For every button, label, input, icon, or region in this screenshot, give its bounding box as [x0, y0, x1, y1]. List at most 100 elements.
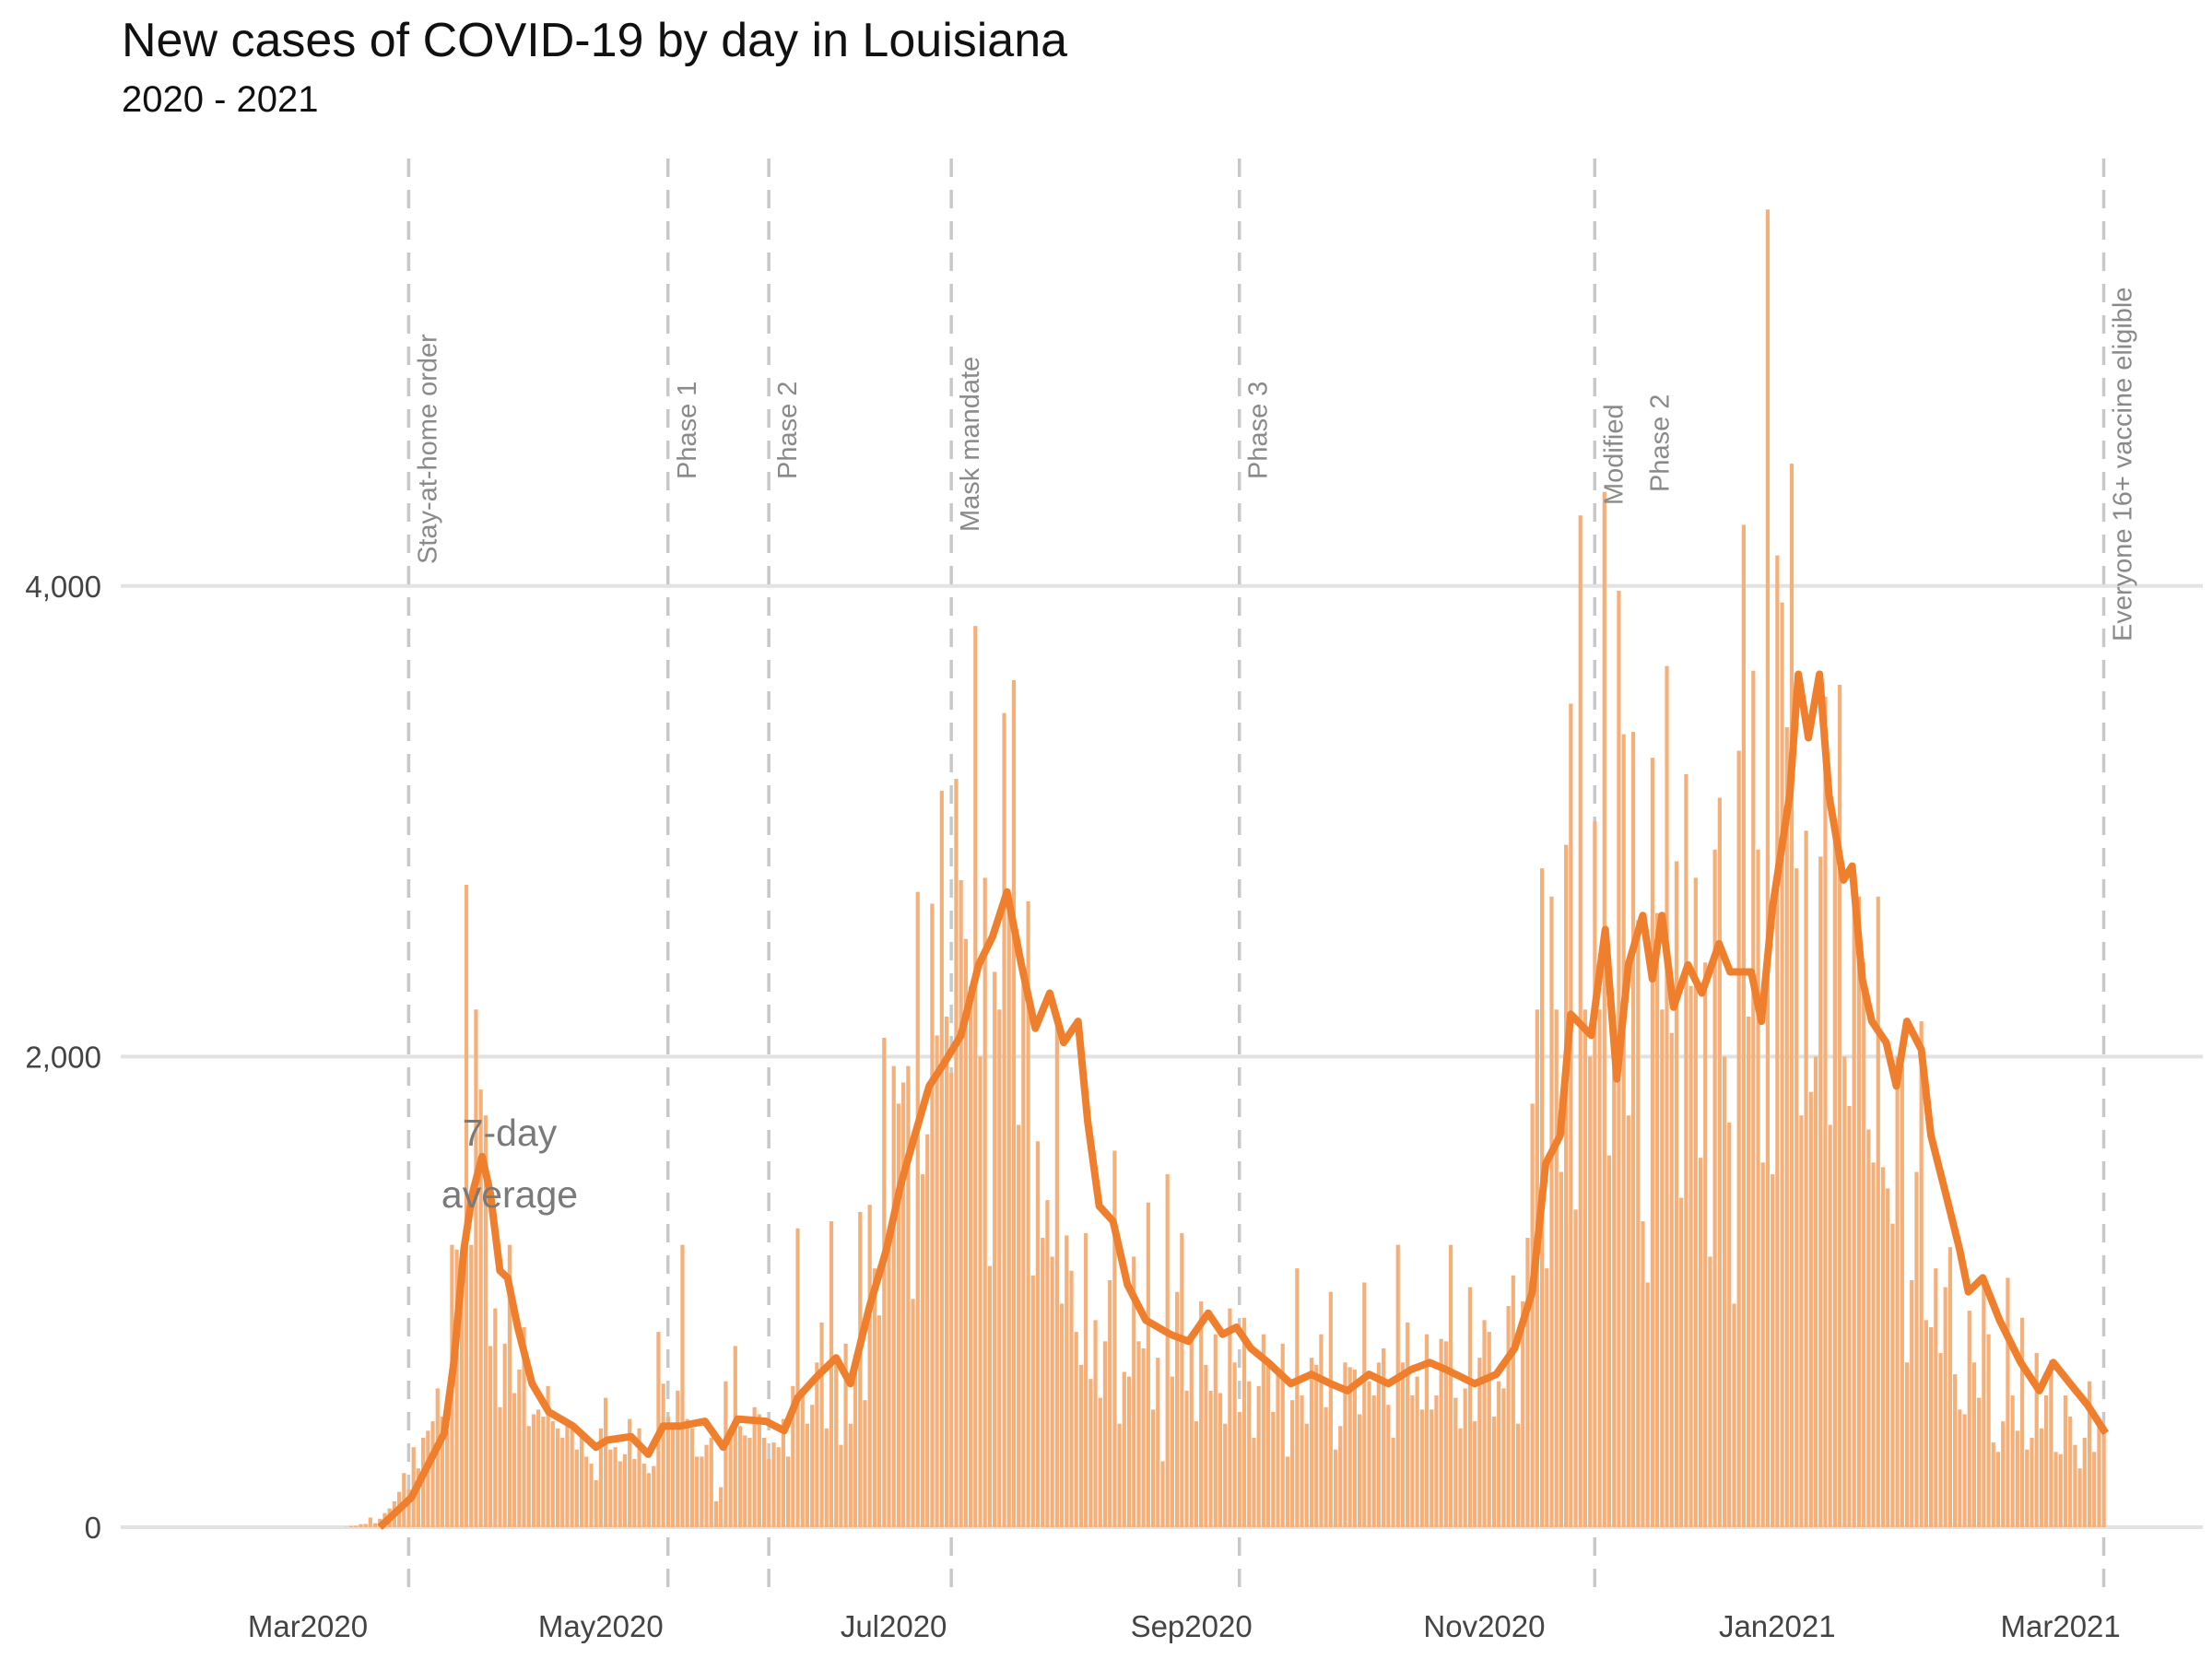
daily-case-bar [1525, 1237, 1530, 1527]
daily-case-bar [704, 1444, 709, 1527]
daily-case-bar [1017, 1124, 1021, 1527]
daily-case-bar [968, 985, 973, 1527]
daily-case-bar [839, 1444, 843, 1527]
daily-case-bar [1818, 856, 1823, 1527]
daily-case-bar [1247, 1381, 1252, 1527]
daily-case-bar [1760, 1162, 1765, 1527]
daily-case-bar [502, 1343, 507, 1527]
daily-case-bar [935, 1035, 939, 1527]
daily-case-bar [959, 879, 963, 1527]
daily-case-bar [1717, 797, 1722, 1527]
daily-case-bar [767, 1458, 771, 1527]
daily-case-bar [1074, 1332, 1078, 1527]
daily-case-bar [954, 779, 959, 1527]
daily-case-bar [1876, 896, 1880, 1527]
daily-case-bar [1727, 1122, 1732, 1527]
daily-case-bar [622, 1453, 628, 1527]
daily-case-bar [1347, 1367, 1352, 1527]
daily-case-bar [1371, 1395, 1376, 1527]
daily-case-bar [372, 1523, 378, 1527]
daily-case-bar [1328, 1291, 1333, 1527]
daily-case-bar [522, 1326, 526, 1527]
daily-case-bar [426, 1430, 430, 1527]
daily-case-bar [1122, 1371, 1126, 1527]
daily-case-bar [1698, 1158, 1703, 1527]
daily-case-bar [363, 1524, 368, 1527]
daily-case-bar [1443, 1341, 1448, 1527]
daily-case-bar [1189, 1336, 1194, 1527]
daily-case-bar [1645, 1282, 1650, 1527]
daily-case-bar [1030, 1275, 1035, 1527]
daily-case-bar [997, 1009, 1002, 1527]
daily-case-bar [1473, 1421, 1477, 1527]
x-tick-label: Sep2020 [1131, 1609, 1253, 1643]
daily-case-bar [1415, 1376, 1419, 1527]
daily-case-bar [1343, 1362, 1347, 1527]
daily-case-bar [1837, 685, 1842, 1527]
daily-case-bar [1410, 1395, 1415, 1527]
daily-case-bar [843, 1343, 848, 1527]
daily-case-bar [1813, 1056, 1818, 1527]
daily-case-bar [1241, 1317, 1247, 1527]
daily-case-bar [1703, 962, 1708, 1527]
daily-case-bar [1458, 1428, 1463, 1527]
daily-case-bar [1237, 1411, 1241, 1527]
daily-case-bar [1712, 849, 1717, 1527]
daily-case-bar [1977, 1397, 1982, 1527]
daily-case-bar [2082, 1437, 2087, 1527]
daily-case-bar [1295, 1268, 1300, 1527]
daily-case-bar [594, 1479, 598, 1527]
daily-case-bar [416, 1468, 421, 1527]
daily-case-bar [1093, 1320, 1098, 1527]
daily-case-bar [1895, 1056, 1900, 1527]
daily-case-bar [915, 891, 920, 1527]
daily-case-bar [2068, 1417, 2073, 1527]
x-tick-label: Nov2020 [1423, 1609, 1545, 1643]
daily-case-bar [1660, 1009, 1665, 1527]
daily-case-bar [1808, 1091, 1813, 1527]
daily-case-bar [2010, 1395, 2015, 1527]
daily-case-bar [1448, 1244, 1453, 1527]
daily-case-bar [1928, 1326, 1934, 1527]
daily-case-bar [1904, 1362, 1910, 1527]
daily-case-bar [1184, 1390, 1189, 1527]
daily-case-bar [1300, 1395, 1304, 1527]
daily-case-bar [1982, 1279, 1986, 1527]
daily-case-bar [853, 1362, 858, 1527]
daily-case-bar [800, 1395, 805, 1527]
daily-case-bar [1736, 750, 1741, 1527]
daily-case-bar [354, 1525, 359, 1527]
daily-case-bar [978, 1056, 982, 1527]
daily-case-bar [604, 1397, 608, 1527]
daily-case-bar [1799, 1115, 1804, 1527]
daily-case-bar [719, 1487, 724, 1527]
daily-case-bar [1665, 665, 1669, 1527]
daily-case-bar [1708, 1256, 1712, 1527]
daily-case-bar [1194, 1421, 1199, 1527]
daily-case-bar [1419, 1409, 1424, 1527]
daily-case-bar [1482, 1320, 1487, 1527]
daily-case-bar [1424, 1334, 1430, 1527]
daily-case-bar [1958, 1409, 1962, 1527]
daily-case-bar [1150, 1409, 1156, 1527]
daily-case-bar [930, 903, 935, 1527]
daily-case-bar [613, 1447, 618, 1527]
daily-case-bar [1871, 1162, 1876, 1527]
daily-case-bar [1011, 679, 1017, 1527]
daily-case-bar [2101, 1432, 2106, 1527]
daily-case-bar [1741, 524, 1746, 1527]
daily-case-bar [1102, 1341, 1108, 1527]
daily-case-bar [1842, 1056, 1847, 1527]
y-tick-label: 2,000 [25, 1040, 101, 1074]
daily-case-bar [949, 1073, 954, 1527]
daily-case-bar [872, 1268, 877, 1527]
daily-case-bar [1655, 912, 1660, 1527]
daily-case-bar [1564, 844, 1569, 1527]
daily-case-bar [2097, 1418, 2101, 1527]
daily-case-bar [2039, 1428, 2044, 1527]
daily-case-bar [2025, 1449, 2030, 1527]
daily-case-bar [1991, 1442, 1995, 1527]
daily-case-bar [920, 1174, 925, 1527]
daily-case-bar [1146, 1202, 1150, 1527]
daily-case-bar [1170, 1376, 1174, 1527]
